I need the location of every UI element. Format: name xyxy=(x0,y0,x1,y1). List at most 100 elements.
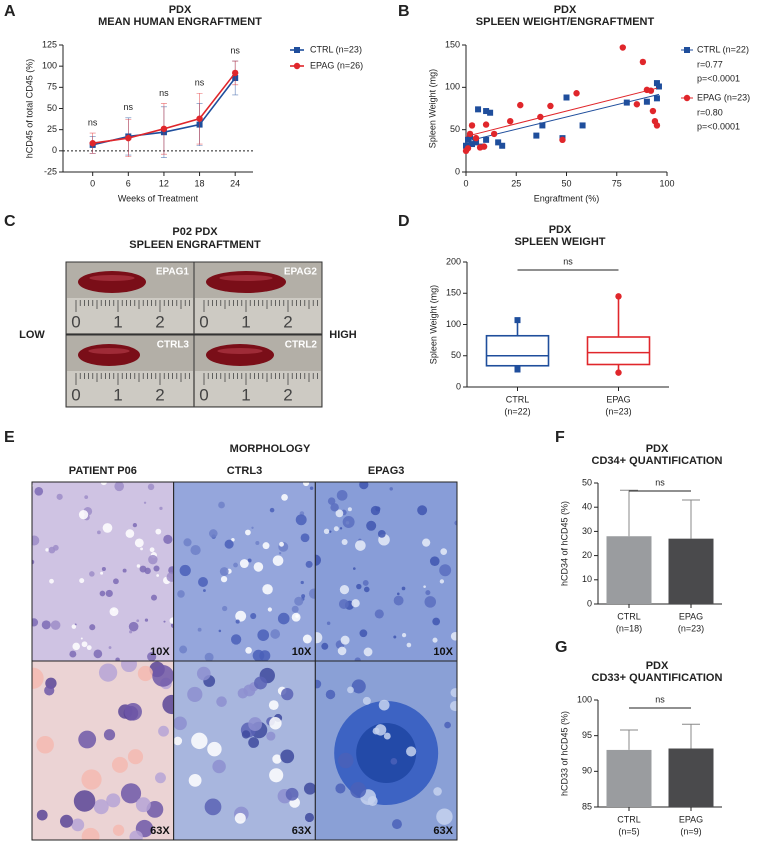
low-label: LOW xyxy=(19,329,45,341)
x-tick-label: EPAG xyxy=(679,814,703,824)
y-tick-label: 0 xyxy=(587,598,592,608)
cell xyxy=(129,630,133,634)
cell xyxy=(135,797,151,813)
x-axis-label: Engraftment (%) xyxy=(534,193,600,203)
photo-label: EPAG1 xyxy=(156,267,190,278)
y-tick-label: 20 xyxy=(582,550,592,560)
panel-label: B xyxy=(398,3,410,20)
cell xyxy=(333,526,339,532)
cell xyxy=(159,506,163,510)
cell xyxy=(140,547,143,551)
cell xyxy=(128,621,139,632)
data-point xyxy=(633,101,641,108)
spleen xyxy=(206,344,274,366)
x-tick-label: EPAG xyxy=(606,394,630,404)
spleen xyxy=(78,271,146,293)
cell xyxy=(132,522,138,528)
cell xyxy=(281,494,288,501)
cell xyxy=(432,637,438,643)
cell xyxy=(220,575,228,583)
data-point xyxy=(160,125,168,133)
magnification: 63X xyxy=(150,825,170,837)
cell xyxy=(342,516,355,528)
data-point xyxy=(466,130,474,138)
y-axis-label: hCD45 of total CD45 (%) xyxy=(24,59,34,159)
cell xyxy=(32,535,40,546)
ruler-number: 0 xyxy=(199,312,208,331)
cell xyxy=(81,769,102,790)
cell xyxy=(301,594,306,599)
cell xyxy=(136,619,140,623)
cell xyxy=(339,527,343,530)
cell xyxy=(120,661,137,673)
cell xyxy=(330,503,339,512)
y-tick-label: 50 xyxy=(450,124,460,134)
ruler xyxy=(195,371,321,406)
cell xyxy=(196,666,211,681)
photo-label: EPAG2 xyxy=(284,267,318,278)
cell xyxy=(436,808,453,825)
cell xyxy=(108,646,112,649)
cell xyxy=(367,796,378,807)
cell xyxy=(148,554,158,565)
cell xyxy=(255,540,260,545)
cell xyxy=(383,732,391,740)
data-point xyxy=(464,145,472,152)
cell xyxy=(454,520,458,526)
cell xyxy=(266,731,276,741)
y-tick-label: 85 xyxy=(582,801,592,811)
panel-label: C xyxy=(4,213,16,230)
x-tick-label: 50 xyxy=(561,178,571,188)
cell xyxy=(36,809,48,821)
cell xyxy=(177,590,185,598)
cell xyxy=(44,685,55,696)
cell xyxy=(262,542,270,550)
cell xyxy=(401,633,407,638)
ruler-number: 1 xyxy=(241,385,250,404)
cell xyxy=(203,589,206,592)
x-tick-note: (n=22) xyxy=(504,406,530,416)
ruler-number: 1 xyxy=(241,312,250,331)
cell xyxy=(390,758,398,765)
data-point xyxy=(125,134,132,142)
cell xyxy=(32,618,39,627)
legend-label: CTRL (n=22) xyxy=(697,44,749,54)
y-tick-label: 100 xyxy=(577,694,592,704)
ruler-number: 2 xyxy=(283,312,292,331)
cell xyxy=(173,716,187,731)
cell xyxy=(393,595,404,606)
cell xyxy=(169,617,174,624)
cell xyxy=(449,701,458,712)
x-tick-note: (n=5) xyxy=(618,826,639,836)
micrograph xyxy=(32,661,174,840)
ruler-number: 0 xyxy=(199,385,208,404)
cell xyxy=(253,562,264,572)
cell xyxy=(143,501,147,504)
cell xyxy=(278,552,282,555)
panel-label: G xyxy=(555,639,567,656)
cell xyxy=(347,686,354,694)
magnification: 10X xyxy=(433,646,453,658)
y-tick-label: 125 xyxy=(42,39,57,49)
cell xyxy=(391,819,402,830)
panel-title: P02 PDX xyxy=(172,226,218,238)
x-tick-label: 0 xyxy=(463,178,468,188)
legend-label: EPAG (n=23) xyxy=(697,92,750,102)
cell xyxy=(78,730,97,749)
y-axis-label: hCD34 of hCD45 (%) xyxy=(559,501,569,586)
data-point xyxy=(490,130,498,138)
legend-marker xyxy=(294,47,300,53)
cell xyxy=(114,482,125,492)
cell xyxy=(155,772,166,784)
cell xyxy=(241,730,251,739)
cell xyxy=(198,577,208,587)
cell xyxy=(187,686,203,703)
data-point xyxy=(469,141,476,148)
cell xyxy=(112,824,125,836)
cell xyxy=(86,645,92,651)
ruler-number: 0 xyxy=(71,312,80,331)
data-point xyxy=(468,122,476,129)
cell xyxy=(270,629,281,639)
spleen-highlight xyxy=(217,348,263,354)
cell xyxy=(359,482,369,490)
